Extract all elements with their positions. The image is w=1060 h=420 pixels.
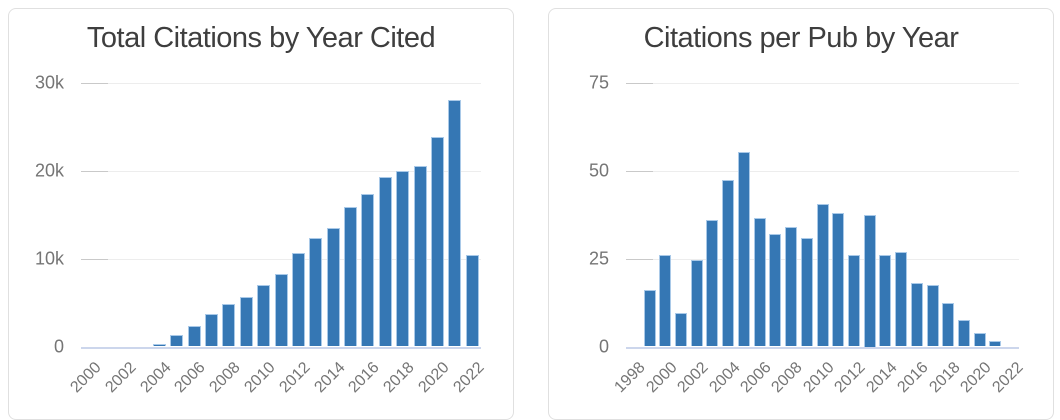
bar-2022[interactable] [465,255,479,347]
bar-2014[interactable] [879,255,892,347]
y-tick-label-20k: 20k [34,160,64,181]
bar-2017[interactable] [926,285,939,347]
y-tick-mark-25 [626,258,653,260]
bar-2005[interactable] [170,335,184,347]
bar-2011[interactable] [274,273,288,347]
citations-per-pub-chart-card: Citations per Pub by Year 0 25 50 75 1998 200… [548,8,1054,420]
bar-2007[interactable] [204,314,218,347]
bar-2020[interactable] [431,137,445,347]
bar-2005[interactable] [737,151,750,347]
bar-2004[interactable] [152,343,166,347]
y-tick-label-75: 75 [588,72,609,93]
x-tick-label-2022: 2022 [988,358,1027,396]
x-tick-label-2012: 2012 [276,358,314,396]
x-tick-label-2006: 2006 [737,358,775,396]
citations-per-pub-plot-area: 0 25 50 75 1998 2000 2002 2004 2006 2008 2010 2012 2… [549,9,1053,419]
x-tick-label-2012: 2012 [831,358,869,396]
total-citations-plot-area: 0 10k 20k 30k 2000 2002 2004 2006 2008 2010 2012 20… [9,9,513,419]
bar-2006[interactable] [753,218,766,347]
bar-2016[interactable] [361,193,375,347]
chart-title: Total Citations by Year Cited [86,22,436,54]
y-tick-mark-20k [81,170,108,172]
bar-2001[interactable] [675,313,688,347]
bar-2016[interactable] [910,283,923,347]
x-tick-label-2018: 2018 [380,358,418,396]
y-tick-mark-30k [81,83,108,84]
y-tick-label-25: 25 [588,248,609,269]
bar-2009[interactable] [800,237,813,347]
bar-2021[interactable] [448,99,462,347]
bar-2003[interactable] [706,220,719,347]
bar-2012[interactable] [847,255,860,347]
gridline-75 [626,83,1019,84]
x-axis-line [626,346,1019,349]
x-tick-label-1998: 1998 [611,358,649,396]
bar-2014[interactable] [326,227,340,347]
bar-2019[interactable] [413,165,427,347]
bar-2004[interactable] [722,179,735,347]
bar-2009[interactable] [239,297,253,347]
gridline-10k [81,258,481,260]
bar-2013[interactable] [309,238,323,347]
bar-2006[interactable] [187,326,201,347]
x-tick-label-2010: 2010 [800,358,838,396]
y-tick-mark-10k [81,258,108,260]
x-tick-label-2008: 2008 [206,358,244,396]
bar-2007[interactable] [769,234,782,347]
x-tick-label-2008: 2008 [768,358,807,396]
x-axis-line [81,346,481,349]
x-tick-label-2022: 2022 [450,358,488,396]
x-tick-label-2002: 2002 [674,358,712,396]
bar-2010[interactable] [816,204,829,347]
x-tick-label-2014: 2014 [863,358,901,396]
bar-2011[interactable] [832,212,845,347]
gridline-30k [81,83,481,84]
gridline-50 [626,170,1019,172]
gridline-20k [81,170,481,172]
bar-2020[interactable] [973,332,986,347]
bar-2010[interactable] [257,285,271,347]
bar-2017[interactable] [378,176,392,347]
chart-title: Citations per Pub by Year [643,22,959,54]
bar-2015[interactable] [344,206,358,347]
x-tick-label-2020: 2020 [415,358,453,396]
y-tick-label-30k: 30k [34,72,64,93]
x-tick-label-2004: 2004 [137,358,175,396]
bar-2012[interactable] [291,253,305,347]
y-tick-label-0: 0 [53,336,64,356]
bar-2015[interactable] [895,251,908,347]
y-tick-label-0: 0 [598,336,609,356]
total-citations-chart-card: Total Citations by Year Cited 0 10k 20k 30k… [8,8,514,420]
bar-2008[interactable] [222,304,236,347]
bar-2002[interactable] [690,260,703,347]
x-tick-label-2016: 2016 [345,358,383,396]
bar-2018[interactable] [942,302,955,347]
x-tick-label-2010: 2010 [241,358,279,396]
x-tick-label-2000: 2000 [643,358,681,396]
bar-2000[interactable] [659,255,672,347]
bar-2021[interactable] [989,341,1002,347]
x-tick-label-2000: 2000 [67,358,105,396]
y-tick-mark-50 [626,170,653,172]
x-tick-label-2004: 2004 [706,358,744,396]
x-tick-label-2018: 2018 [926,358,964,396]
y-tick-label-10k: 10k [34,248,64,269]
y-tick-label-50: 50 [588,160,609,181]
x-tick-label-2006: 2006 [171,358,210,396]
x-tick-label-2002: 2002 [102,358,140,396]
bar-2013[interactable] [863,214,876,347]
x-tick-label-2020: 2020 [957,358,995,396]
bar-2019[interactable] [957,319,970,347]
bar-2018[interactable] [396,170,410,347]
bar-2008[interactable] [785,227,798,347]
x-tick-label-2014: 2014 [311,358,349,396]
x-tick-label-2016: 2016 [894,358,932,396]
bar-1999[interactable] [643,290,656,347]
y-tick-mark-75 [626,83,653,84]
